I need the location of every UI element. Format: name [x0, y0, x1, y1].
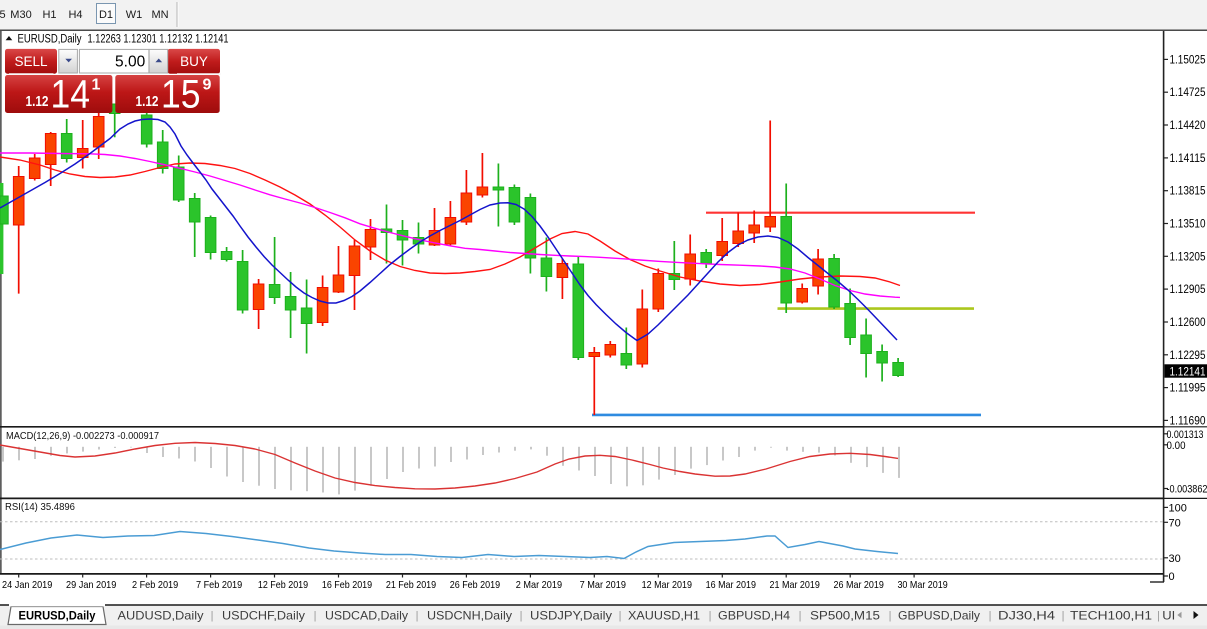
svg-text:7 Mar 2019: 7 Mar 2019	[580, 579, 626, 591]
svg-text:EURUSD,Daily: EURUSD,Daily	[19, 609, 96, 623]
svg-text:1.14115: 1.14115	[1170, 153, 1206, 165]
svg-text:1.14420: 1.14420	[1170, 120, 1206, 132]
svg-text:1.13205: 1.13205	[1170, 251, 1206, 263]
svg-text:14: 14	[51, 73, 91, 117]
svg-text:5: 5	[0, 9, 6, 21]
svg-text:1.12263 1.12301 1.12132 1.1214: 1.12263 1.12301 1.12132 1.12141	[88, 34, 229, 46]
svg-text:2 Feb 2019: 2 Feb 2019	[132, 579, 178, 591]
svg-text:|: |	[520, 610, 523, 622]
svg-text:1.12905: 1.12905	[1170, 284, 1206, 296]
svg-text:GBPUSD,H4: GBPUSD,H4	[718, 609, 790, 623]
svg-text:|: |	[211, 610, 214, 622]
svg-text:1.13815: 1.13815	[1170, 186, 1206, 198]
svg-text:1.14725: 1.14725	[1170, 87, 1206, 99]
svg-text:26 Feb 2019: 26 Feb 2019	[450, 579, 500, 591]
svg-text:0.00: 0.00	[1167, 440, 1186, 452]
svg-text:|: |	[889, 610, 892, 622]
svg-text:70: 70	[1169, 517, 1181, 529]
svg-text:24 Jan 2019: 24 Jan 2019	[2, 579, 52, 591]
svg-text:|: |	[619, 610, 622, 622]
svg-text:16 Mar 2019: 16 Mar 2019	[706, 579, 756, 591]
svg-text:M30: M30	[10, 9, 31, 21]
svg-text:GBPUSD,Daily: GBPUSD,Daily	[898, 609, 980, 623]
svg-text:2 Mar 2019: 2 Mar 2019	[516, 579, 562, 591]
svg-text:TECH100,H1: TECH100,H1	[1070, 609, 1152, 623]
svg-text:1.13510: 1.13510	[1170, 219, 1206, 231]
svg-text:|: |	[416, 610, 419, 622]
svg-text:1.15025: 1.15025	[1170, 54, 1206, 66]
svg-text:|: |	[799, 610, 802, 622]
svg-text:BUY: BUY	[180, 54, 208, 69]
svg-text:W1: W1	[126, 9, 143, 21]
svg-text:1.12141: 1.12141	[1170, 366, 1206, 378]
svg-text:26 Mar 2019: 26 Mar 2019	[834, 579, 884, 591]
svg-text:1.12600: 1.12600	[1170, 317, 1206, 329]
svg-text:USDCHF,Daily: USDCHF,Daily	[222, 609, 305, 623]
svg-text:|: |	[314, 610, 317, 622]
svg-text:5.00: 5.00	[115, 54, 146, 71]
svg-text:H1: H1	[42, 9, 56, 21]
svg-text:AUDUSD,Daily: AUDUSD,Daily	[118, 609, 204, 623]
svg-text:|: |	[709, 610, 712, 622]
svg-text:30 Mar 2019: 30 Mar 2019	[897, 579, 947, 591]
svg-text:SELL: SELL	[14, 54, 48, 69]
svg-text:USDCNH,Daily: USDCNH,Daily	[427, 609, 512, 623]
svg-text:|: |	[1157, 610, 1160, 622]
svg-text:12 Mar 2019: 12 Mar 2019	[642, 579, 692, 591]
svg-text:1.12: 1.12	[136, 94, 159, 110]
svg-text:RSI(14) 35.4896: RSI(14) 35.4896	[5, 502, 75, 513]
svg-text:USDCAD,Daily: USDCAD,Daily	[325, 609, 408, 623]
svg-text:1.12: 1.12	[26, 94, 49, 110]
svg-text:1.11690: 1.11690	[1170, 415, 1206, 427]
svg-text:|: |	[989, 610, 992, 622]
svg-text:21 Feb 2019: 21 Feb 2019	[386, 579, 436, 591]
svg-text:16 Feb 2019: 16 Feb 2019	[322, 579, 372, 591]
svg-text:MN: MN	[151, 9, 168, 21]
svg-text:9: 9	[203, 77, 212, 94]
svg-text:1: 1	[92, 77, 101, 94]
svg-text:1.11995: 1.11995	[1170, 383, 1206, 395]
svg-text:0: 0	[1169, 571, 1175, 583]
svg-text:100: 100	[1169, 502, 1187, 514]
svg-text:1.12295: 1.12295	[1170, 350, 1206, 362]
svg-text:0.001313: 0.001313	[1167, 429, 1204, 441]
svg-text:USDJPY,Daily: USDJPY,Daily	[530, 609, 612, 623]
svg-text:21 Mar 2019: 21 Mar 2019	[770, 579, 820, 591]
svg-text:DJ30,H4: DJ30,H4	[998, 609, 1055, 623]
svg-text:UI: UI	[1162, 609, 1175, 623]
svg-text:H4: H4	[68, 9, 82, 21]
svg-text:30: 30	[1169, 553, 1181, 565]
svg-text:SP500,M15: SP500,M15	[810, 609, 880, 623]
svg-text:-0.003862: -0.003862	[1167, 484, 1207, 496]
svg-text:15: 15	[161, 73, 201, 117]
svg-text:XAUUSD,H1: XAUUSD,H1	[628, 609, 700, 623]
svg-text:D1: D1	[99, 9, 113, 21]
svg-text:MACD(12,26,9) -0.002273 -0.000: MACD(12,26,9) -0.002273 -0.000917	[6, 431, 159, 442]
svg-text:12 Feb 2019: 12 Feb 2019	[258, 579, 308, 591]
svg-text:29 Jan 2019: 29 Jan 2019	[66, 579, 116, 591]
svg-text:7 Feb 2019: 7 Feb 2019	[196, 579, 242, 591]
svg-text:EURUSD,Daily: EURUSD,Daily	[18, 34, 82, 46]
svg-text:|: |	[1062, 610, 1065, 622]
